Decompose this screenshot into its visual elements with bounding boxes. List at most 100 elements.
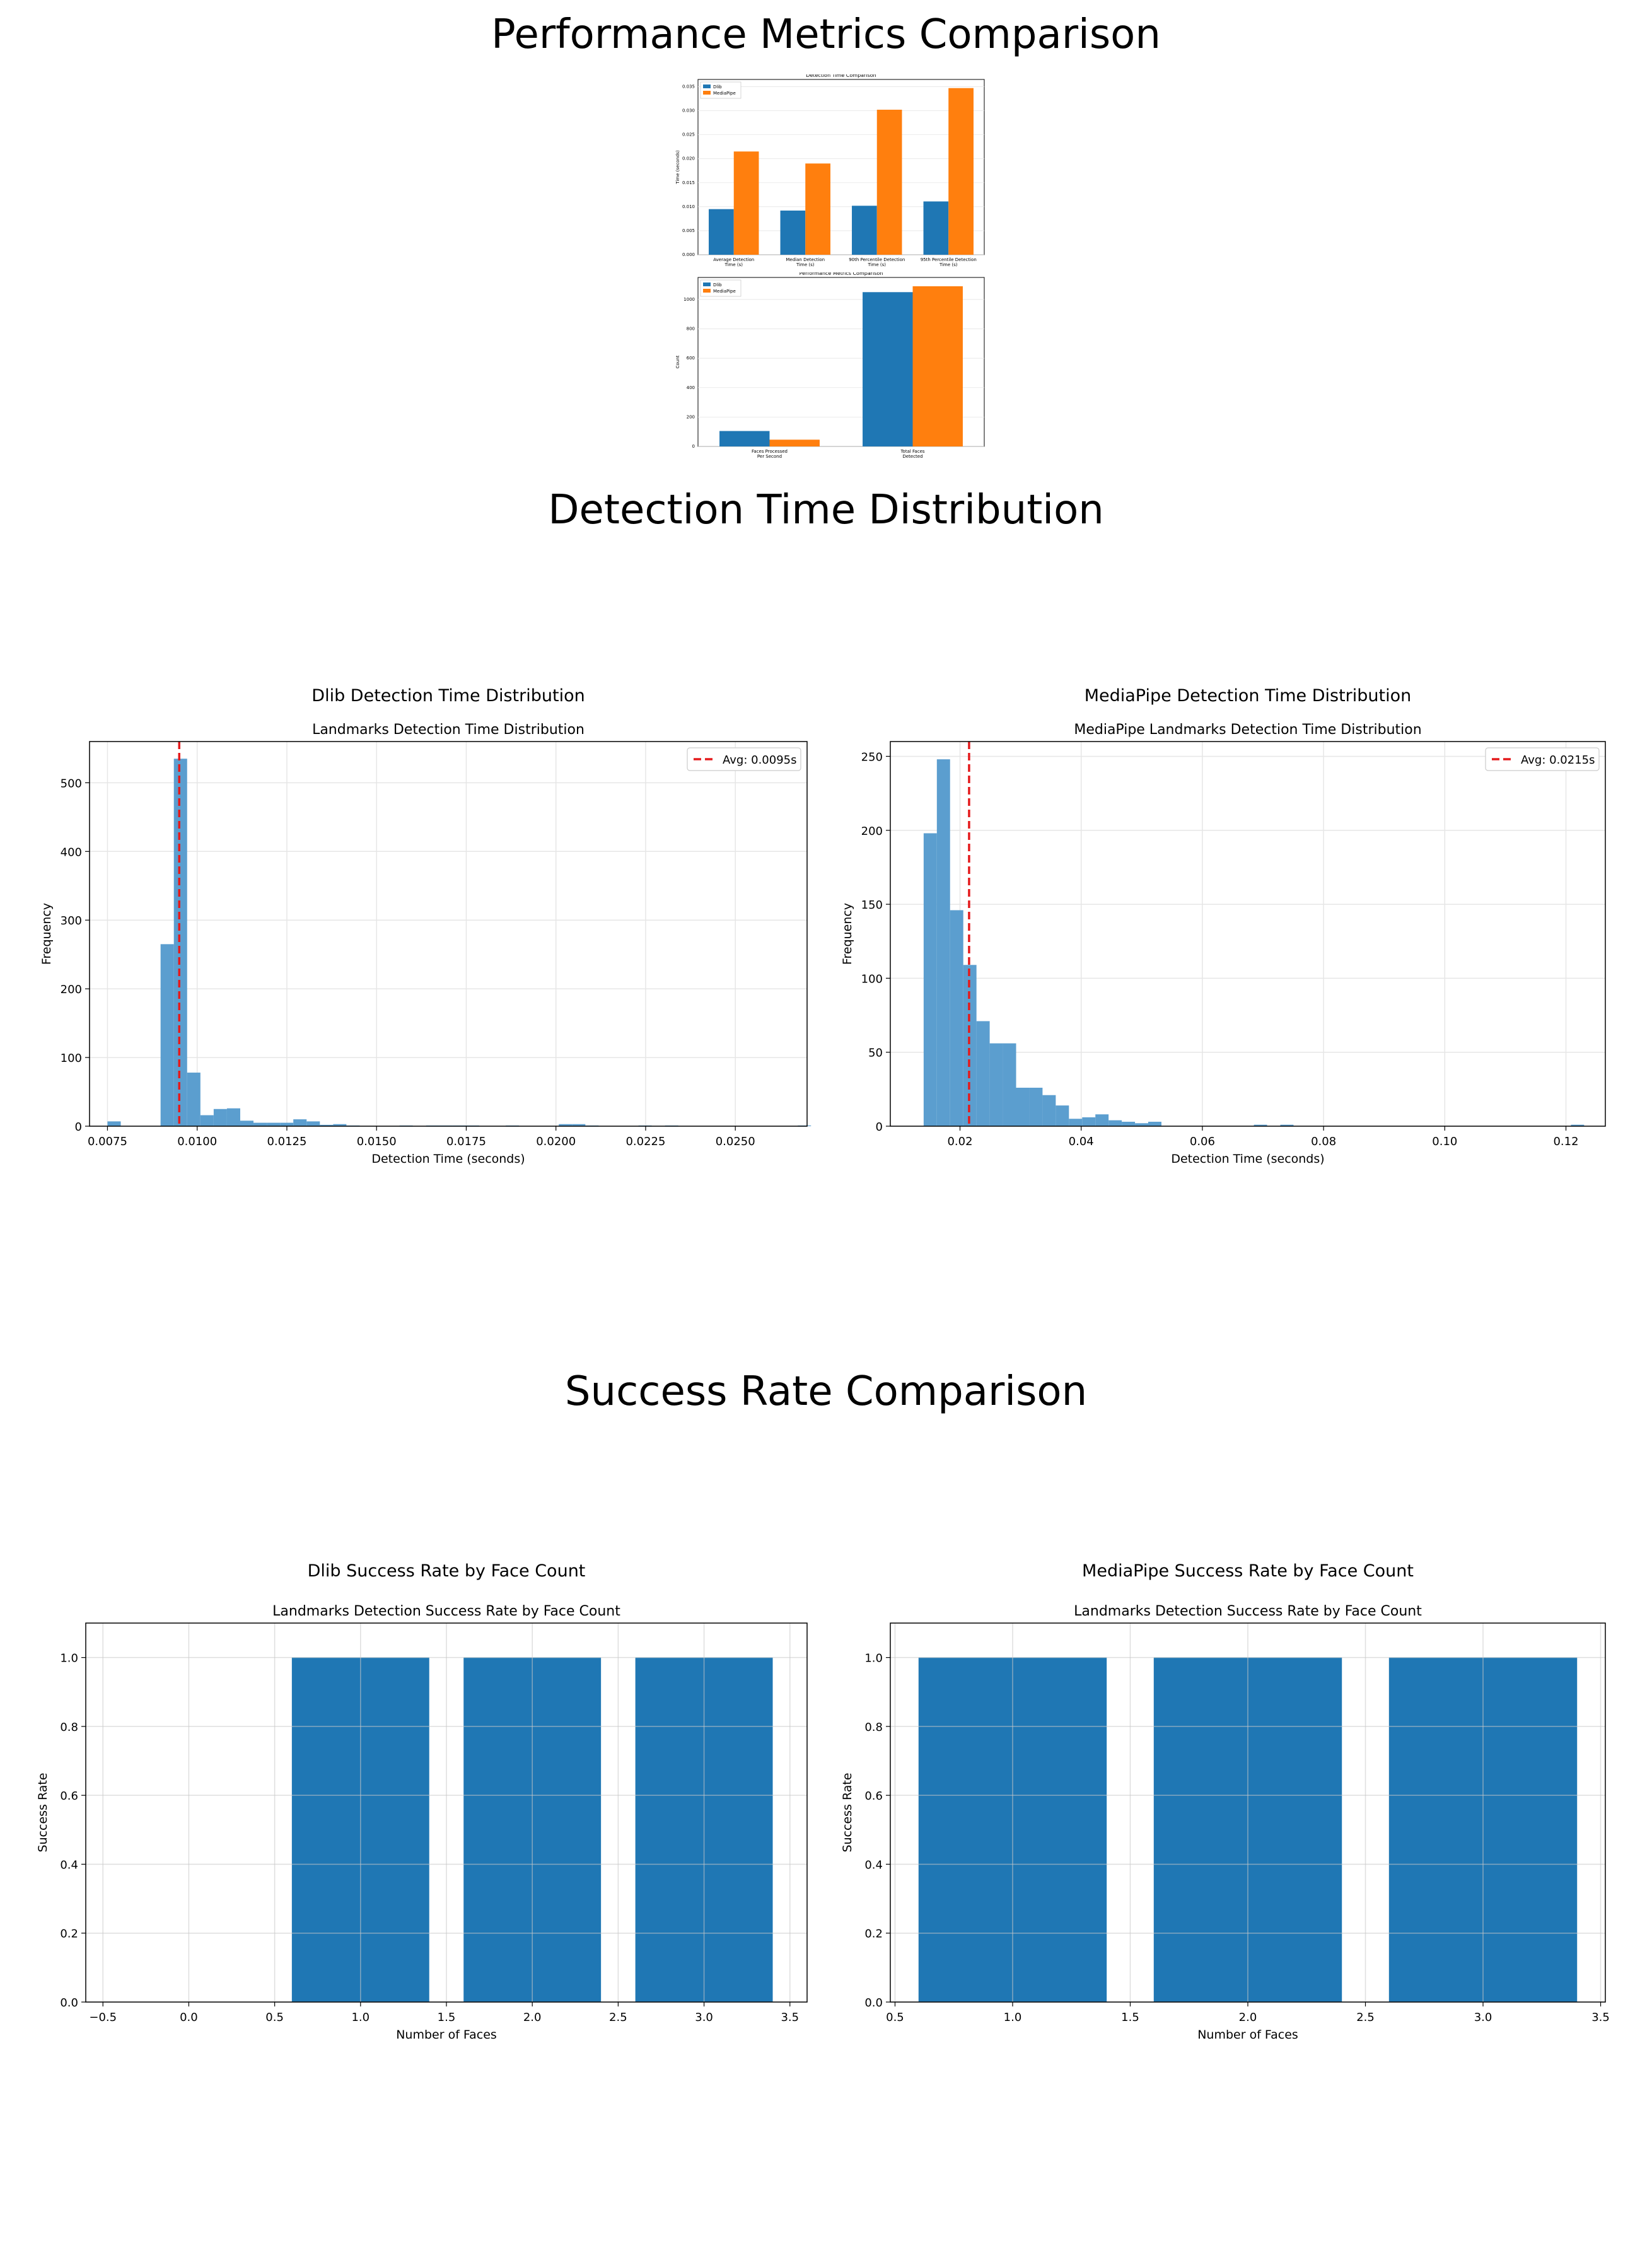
y-tick-label: 1.0 bbox=[864, 1652, 883, 1665]
y-tick-label: 800 bbox=[687, 327, 695, 332]
histogram-bar bbox=[1571, 1124, 1585, 1126]
histogram-bar bbox=[1016, 1088, 1030, 1126]
histogram-bar bbox=[1148, 1121, 1161, 1126]
chart-suptitle: Dlib Detection Time Distribution bbox=[311, 686, 585, 706]
bar-dlib bbox=[852, 206, 877, 255]
chart-title: Landmarks Detection Time Distribution bbox=[312, 722, 585, 738]
chart-title: Landmarks Detection Success Rate by Face… bbox=[272, 1604, 620, 1619]
x-tick-label: Faces Processed Per Second bbox=[752, 449, 788, 459]
x-tick-label: 1.5 bbox=[1121, 2011, 1139, 2024]
x-tick-label: 0.06 bbox=[1190, 1135, 1215, 1148]
y-tick-label: 0.010 bbox=[682, 204, 695, 209]
histogram-bar bbox=[280, 1122, 294, 1126]
x-tick-label: 0.0250 bbox=[716, 1135, 755, 1148]
plot-frame bbox=[890, 741, 1606, 1127]
y-tick-label: 600 bbox=[687, 356, 695, 361]
x-tick-label: 0.0100 bbox=[177, 1135, 217, 1148]
bar-dlib bbox=[780, 210, 806, 255]
y-tick-label: 200 bbox=[687, 414, 695, 419]
histogram-bar bbox=[293, 1119, 307, 1126]
histogram-bar bbox=[320, 1124, 334, 1126]
legend-box bbox=[687, 747, 801, 771]
y-tick-label: 50 bbox=[868, 1047, 883, 1060]
x-tick-label: 90th Percentile Detection Time (s) bbox=[849, 257, 905, 267]
y-axis-label: Frequency bbox=[40, 903, 54, 965]
histogram-bar bbox=[559, 1124, 573, 1126]
y-tick-label: 0.6 bbox=[60, 1790, 78, 1803]
y-tick-label: 1.0 bbox=[60, 1652, 78, 1665]
x-axis-label: Detection Time (seconds) bbox=[1171, 1152, 1324, 1166]
histogram-bar bbox=[187, 1073, 201, 1126]
legend-label: Avg: 0.0095s bbox=[723, 754, 796, 767]
distribution-section-title: Detection Time Distribution bbox=[548, 487, 1104, 533]
y-tick-label: 0.2 bbox=[864, 1928, 883, 1941]
x-tick-label: 0.02 bbox=[947, 1135, 972, 1148]
x-tick-label: 3.0 bbox=[695, 2011, 713, 2024]
x-tick-label: 3.5 bbox=[781, 2011, 799, 2024]
histogram-bar bbox=[936, 759, 950, 1126]
chart-suptitle: MediaPipe Detection Time Distribution bbox=[1085, 686, 1412, 706]
x-tick-label: Median Detection Time (s) bbox=[786, 257, 825, 267]
histogram-bar bbox=[1135, 1123, 1149, 1126]
histogram-bar bbox=[333, 1124, 347, 1126]
y-tick-label: 0.8 bbox=[60, 1721, 78, 1734]
performance-metrics-chart: Performance Metrics Comparison 0 200 400 600… bbox=[675, 272, 985, 459]
x-tick-label: 0.04 bbox=[1069, 1135, 1094, 1148]
bar-dlib bbox=[719, 431, 770, 446]
y-tick-label: 0.0 bbox=[60, 1996, 78, 2010]
y-axis-label: Success Rate bbox=[841, 1773, 854, 1852]
x-tick-label: 1.5 bbox=[438, 2011, 456, 2024]
legend-swatch bbox=[703, 289, 711, 293]
y-axis-label: Frequency bbox=[841, 903, 854, 965]
chart-title: MediaPipe Landmarks Detection Time Distr… bbox=[1074, 722, 1421, 738]
legend-swatch bbox=[703, 282, 711, 286]
x-axis-label: Number of Faces bbox=[396, 2028, 497, 2042]
x-tick-label: 0.0 bbox=[180, 2011, 198, 2024]
histogram-bar bbox=[226, 1108, 240, 1126]
chart-title: Landmarks Detection Success Rate by Face… bbox=[1074, 1604, 1422, 1619]
y-tick-label: 200 bbox=[861, 825, 883, 838]
x-tick-label: 0.0125 bbox=[267, 1135, 306, 1148]
y-axis-label: Success Rate bbox=[38, 1773, 50, 1852]
x-tick-label: 0.0150 bbox=[357, 1135, 397, 1148]
x-tick-label: 2.5 bbox=[1356, 2011, 1375, 2024]
x-tick-label: 0.5 bbox=[265, 2011, 284, 2024]
y-tick-label: 0.025 bbox=[682, 132, 695, 137]
legend-label: Avg: 0.0215s bbox=[1521, 754, 1595, 767]
legend-swatch bbox=[703, 91, 711, 95]
histogram-bar bbox=[173, 759, 187, 1126]
y-tick-label: 0 bbox=[876, 1121, 883, 1134]
plot-frame bbox=[85, 1622, 808, 2003]
chart-title: Performance Metrics Comparison bbox=[800, 272, 883, 276]
histogram-bar bbox=[1280, 1124, 1294, 1126]
histogram-bar bbox=[160, 944, 174, 1126]
y-axis-label: Count bbox=[675, 355, 680, 368]
y-tick-label: 0.035 bbox=[682, 84, 695, 89]
x-tick-label: 0.5 bbox=[886, 2011, 904, 2024]
y-tick-label: 300 bbox=[61, 914, 82, 928]
y-tick-label: 0.015 bbox=[682, 180, 695, 185]
histogram-bar bbox=[572, 1124, 586, 1126]
x-tick-label: 1.0 bbox=[1004, 2011, 1022, 2024]
chart-suptitle: Dlib Success Rate by Face Count bbox=[308, 1561, 586, 1581]
success-section-title: Success Rate Comparison bbox=[564, 1368, 1088, 1415]
x-tick-label: 0.0175 bbox=[446, 1135, 486, 1148]
x-tick-label: 0.08 bbox=[1311, 1135, 1336, 1148]
bar-dlib bbox=[863, 292, 913, 446]
legend-label: Dlib bbox=[713, 282, 722, 288]
histogram-bar bbox=[950, 910, 963, 1126]
histogram-bar bbox=[306, 1121, 320, 1126]
y-tick-label: 0 bbox=[692, 444, 695, 449]
x-tick-label: 3.0 bbox=[1474, 2011, 1492, 2024]
y-axis-label: Time (seconds) bbox=[675, 150, 680, 185]
x-tick-label: 1.0 bbox=[351, 2011, 369, 2024]
time-comparison-chart: Detection Time Comparison 0.000 0.005 0.010… bbox=[675, 74, 985, 267]
histogram-bar bbox=[923, 833, 937, 1126]
histogram-bar bbox=[1029, 1088, 1043, 1126]
histogram-bar bbox=[989, 1043, 1003, 1126]
y-tick-label: 0.030 bbox=[682, 108, 695, 114]
plot-area bbox=[90, 742, 807, 1126]
y-tick-label: 0.000 bbox=[682, 252, 695, 257]
histogram-bar bbox=[1069, 1119, 1083, 1126]
x-tick-label: 0.0075 bbox=[88, 1135, 127, 1148]
